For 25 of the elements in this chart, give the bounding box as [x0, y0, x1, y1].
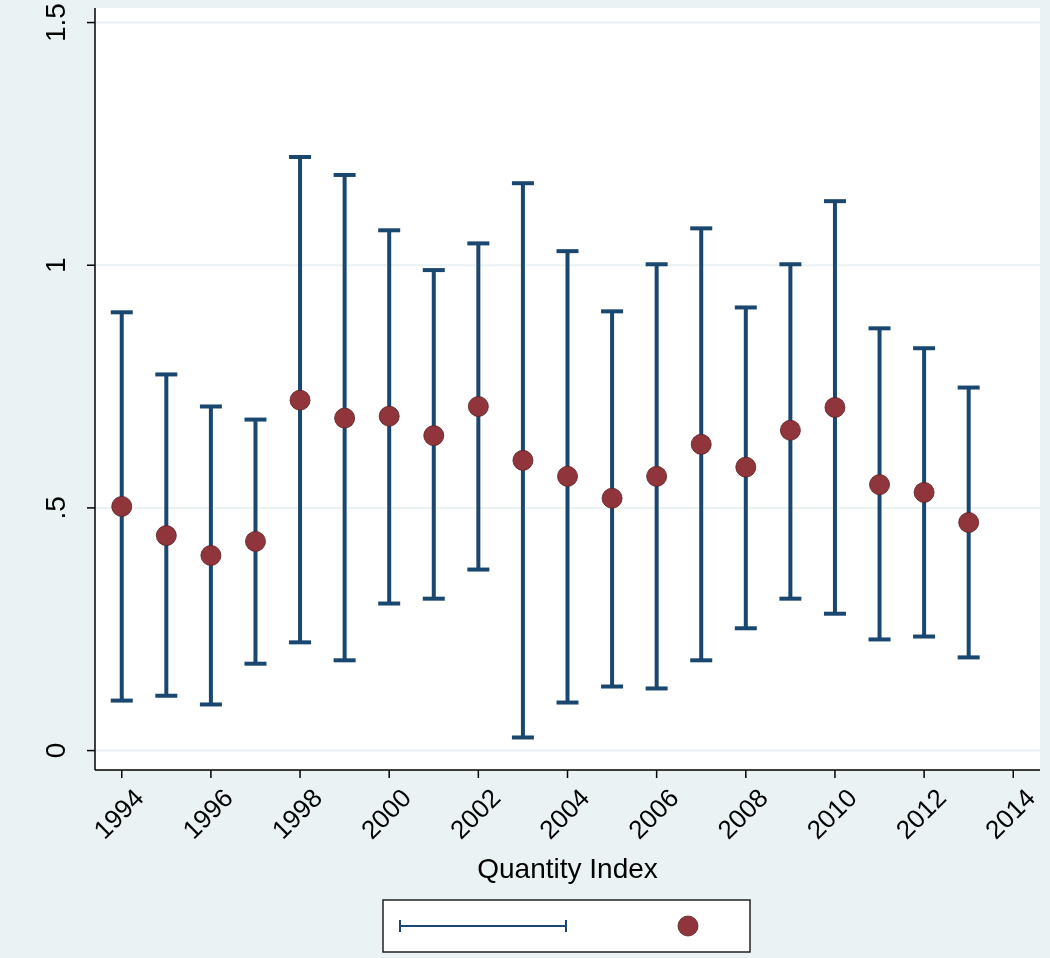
y-tick-label: 1: [39, 257, 71, 274]
x-axis-title: Quantity Index: [477, 853, 658, 884]
point: [512, 449, 534, 471]
point: [557, 465, 578, 487]
y-tick-label: 1.5: [39, 3, 71, 43]
point: [779, 419, 801, 441]
point: [646, 465, 668, 487]
point: [869, 474, 890, 496]
point: [467, 396, 489, 417]
point: [200, 545, 222, 566]
point: [913, 481, 935, 503]
y-tick-label: 0: [39, 742, 71, 759]
point: [111, 496, 133, 517]
point: [690, 433, 712, 455]
point: [958, 512, 980, 533]
point: [245, 531, 266, 552]
point: [824, 397, 846, 418]
point: [423, 425, 445, 446]
point: [289, 389, 311, 411]
point: [735, 456, 757, 478]
point: [601, 487, 623, 509]
point: [334, 407, 356, 429]
point: [378, 405, 400, 427]
point: [155, 525, 177, 546]
y-tick-label: .5: [39, 496, 71, 520]
